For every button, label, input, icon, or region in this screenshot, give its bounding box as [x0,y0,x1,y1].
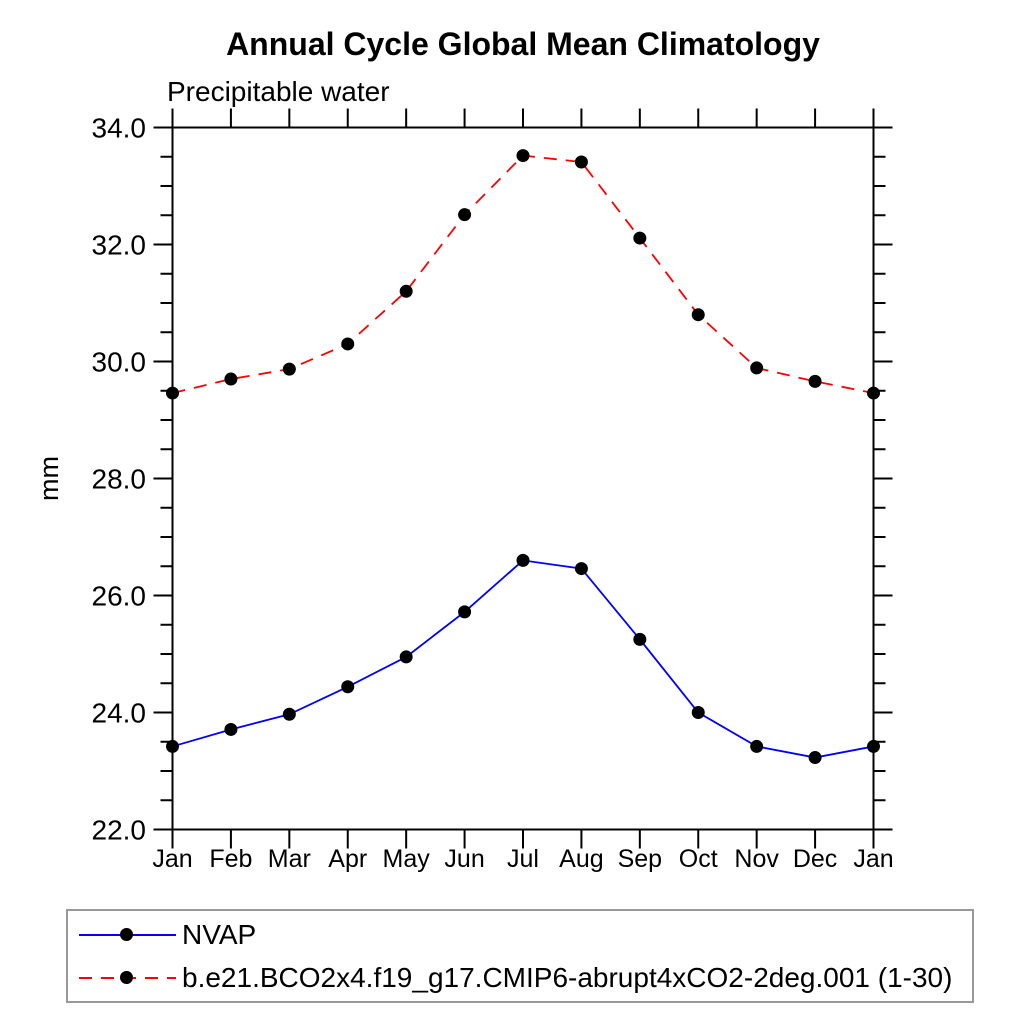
data-point-marker [867,739,880,753]
x-tick-label: Aug [559,845,603,873]
data-point-marker [633,231,647,245]
x-tick-label: Jun [444,845,484,873]
legend-label-nvap: NVAP [182,918,257,950]
x-tick-label: Jan [853,845,893,873]
chart-title: Annual Cycle Global Mean Climatology [226,26,820,62]
data-point-marker [750,361,764,375]
data-point-marker [282,362,296,376]
data-point-marker [341,337,355,351]
x-tick-label: Mar [268,845,311,873]
x-tick-label: Dec [793,845,837,873]
series-model [166,149,880,400]
data-point-marker [808,751,822,765]
legend-key-solid [79,928,176,941]
x-tick-label: Sep [618,845,662,873]
data-point-marker [458,208,472,222]
series-nvap [166,553,880,765]
data-point-marker [691,308,705,322]
data-point-marker [166,739,179,753]
data-point-marker [516,149,530,163]
y-axis-ticks [153,126,893,831]
data-point-marker [224,372,238,386]
data-point-marker [691,706,705,719]
data-point-marker [574,562,588,576]
model-line [172,154,874,394]
x-tick-label: Feb [209,845,252,873]
data-point-marker [808,374,822,388]
x-tick-label: Oct [679,845,718,873]
x-axis-ticks [171,108,875,849]
plot-frame [171,126,875,831]
data-point-marker [458,605,472,619]
legend-label-model: b.e21.BCO2x4.f19_g17.CMIP6-abrupt4xCO2-2… [182,961,953,993]
data-point-marker [867,386,880,400]
marker-dot-icon [120,971,133,984]
data-point-marker [750,739,764,753]
legend-item-nvap: NVAP [68,913,972,956]
x-tick-label: Jan [152,845,192,873]
y-tick-label: 30.0 [92,347,147,378]
y-tick-label: 32.0 [92,230,147,261]
y-tick-label: 22.0 [92,815,147,846]
y-axis-title: mm [34,456,64,501]
x-tick-label: May [383,845,431,873]
legend-key-dashed [79,971,176,984]
x-tick-label: Apr [328,845,367,873]
data-point-marker [399,284,413,298]
data-point-marker [166,386,179,400]
legend-item-model: b.e21.BCO2x4.f19_g17.CMIP6-abrupt4xCO2-2… [68,956,972,999]
x-tick-label: Jul [507,845,539,873]
data-point-marker [574,155,588,169]
marker-dot-icon [120,928,133,941]
data-point-marker [399,650,413,664]
data-point-marker [224,722,238,736]
data-point-marker [282,707,296,721]
data-point-marker [341,680,355,694]
legend-box: NVAP b.e21.BCO2x4.f19_g17.CMIP6-abrupt4x… [66,909,974,1003]
y-tick-label: 24.0 [92,698,147,729]
x-tick-label: Nov [734,845,779,873]
y-tick-label: 34.0 [92,113,147,144]
y-tick-label: 28.0 [92,464,147,495]
y-tick-label: 26.0 [92,581,147,612]
data-point-marker [516,553,530,567]
data-point-marker [633,632,647,646]
chart-subtitle: Precipitable water [167,76,390,107]
nvap-line [172,559,874,759]
